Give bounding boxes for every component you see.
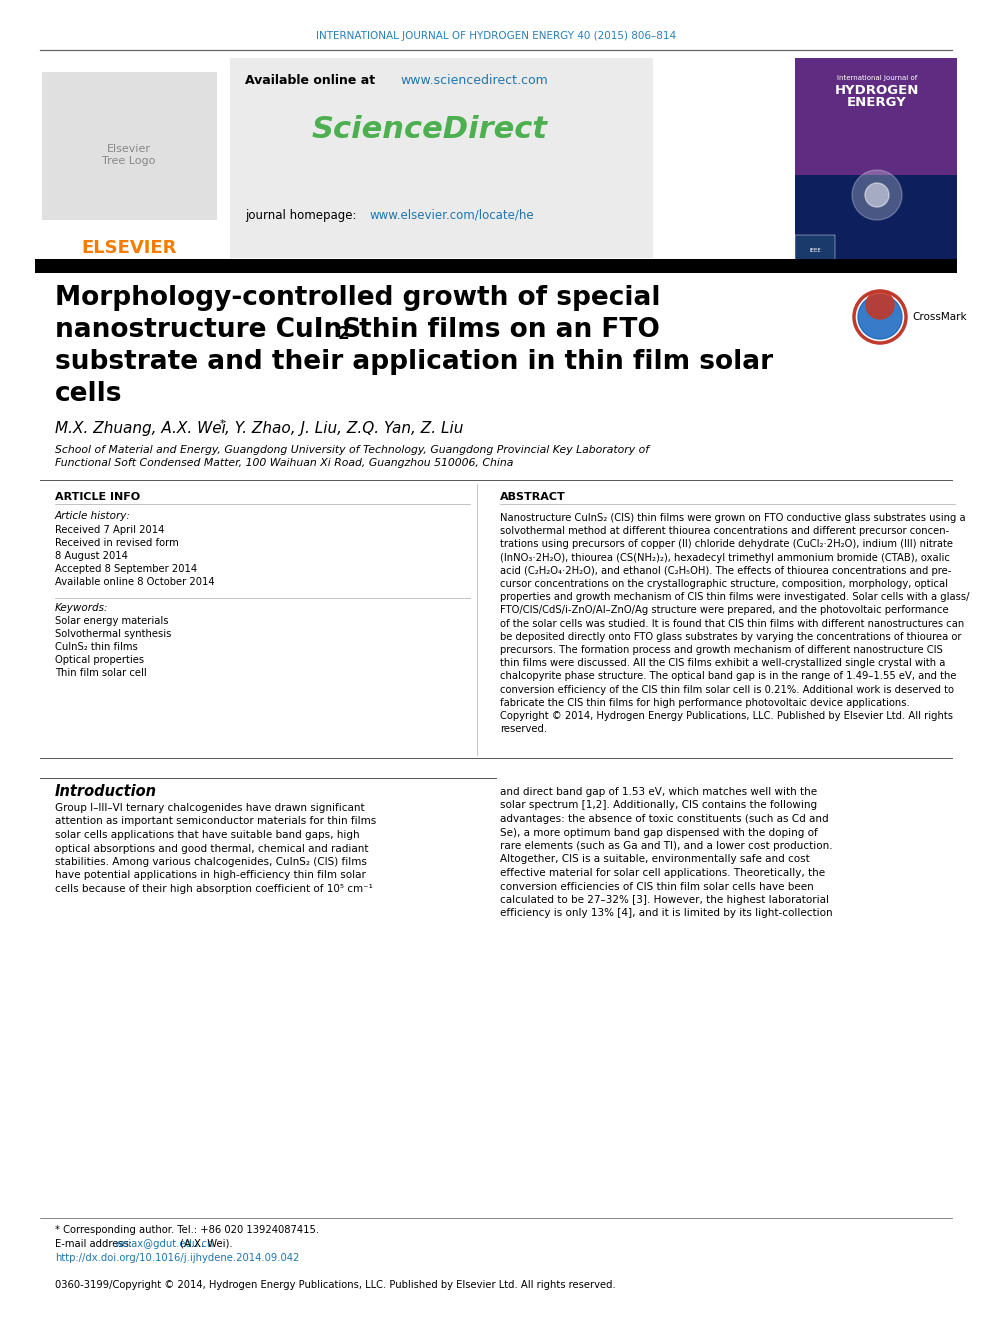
Text: Optical properties: Optical properties	[55, 655, 144, 665]
Bar	[35, 58, 230, 258]
Text: solvothermal method at different thiourea concentrations and different precursor: solvothermal method at different thioure…	[500, 527, 949, 536]
Text: Se), a more optimum band gap dispensed with the doping of: Se), a more optimum band gap dispensed w…	[500, 827, 817, 837]
Circle shape	[866, 291, 894, 319]
Text: CuInS₂ thin films: CuInS₂ thin films	[55, 642, 138, 652]
Text: CrossMark: CrossMark	[912, 312, 966, 321]
Text: solar cells applications that have suitable band gaps, high: solar cells applications that have suita…	[55, 830, 360, 840]
Text: cells because of their high absorption coefficient of 10⁵ cm⁻¹: cells because of their high absorption c…	[55, 884, 373, 894]
Text: conversion efficiencies of CIS thin film solar cells have been: conversion efficiencies of CIS thin film…	[500, 881, 813, 892]
Text: Copyright © 2014, Hydrogen Energy Publications, LLC. Published by Elsevier Ltd. : Copyright © 2014, Hydrogen Energy Public…	[500, 710, 953, 721]
Text: ABSTRACT: ABSTRACT	[500, 492, 565, 501]
Text: Article history:: Article history:	[55, 511, 131, 521]
Text: (InNO₃·2H₂O), thiourea (CS(NH₂)₂), hexadecyl trimethyl ammonium bromide (CTAB), : (InNO₃·2H₂O), thiourea (CS(NH₂)₂), hexad…	[500, 553, 950, 562]
Text: reserved.: reserved.	[500, 724, 548, 734]
Text: Altogether, CIS is a suitable, environmentally safe and cost: Altogether, CIS is a suitable, environme…	[500, 855, 809, 864]
Text: M.X. Zhuang, A.X. Wei: M.X. Zhuang, A.X. Wei	[55, 421, 226, 435]
Text: Group I–III–VI ternary chalcogenides have drawn significant: Group I–III–VI ternary chalcogenides hav…	[55, 803, 365, 814]
Text: of the solar cells was studied. It is found that CIS thin films with different n: of the solar cells was studied. It is fo…	[500, 619, 964, 628]
Text: Received in revised form: Received in revised form	[55, 538, 179, 548]
Bar	[35, 259, 957, 273]
Text: Morphology-controlled growth of special: Morphology-controlled growth of special	[55, 284, 661, 311]
Text: trations using precursors of copper (II) chloride dehydrate (CuCl₂·2H₂O), indium: trations using precursors of copper (II)…	[500, 540, 953, 549]
Text: Introduction: Introduction	[55, 785, 157, 799]
Text: International Journal of: International Journal of	[837, 75, 918, 81]
Text: journal homepage:: journal homepage:	[245, 209, 360, 221]
Text: substrate and their application in thin film solar: substrate and their application in thin …	[55, 349, 773, 374]
Text: 0360-3199/Copyright © 2014, Hydrogen Energy Publications, LLC. Published by Else: 0360-3199/Copyright © 2014, Hydrogen Ene…	[55, 1279, 616, 1290]
Text: School of Material and Energy, Guangdong University of Technology, Guangdong Pro: School of Material and Energy, Guangdong…	[55, 445, 649, 455]
Text: (A.X. Wei).: (A.X. Wei).	[178, 1240, 233, 1249]
Text: ScienceDirect: ScienceDirect	[312, 115, 548, 144]
Text: thin films were discussed. All the CIS films exhibit a well-crystallized single : thin films were discussed. All the CIS f…	[500, 659, 945, 668]
Text: 8 August 2014: 8 August 2014	[55, 550, 128, 561]
Text: Functional Soft Condensed Matter, 100 Waihuan Xi Road, Guangzhou 510006, China: Functional Soft Condensed Matter, 100 Wa…	[55, 458, 514, 468]
Text: Solvothermal synthesis: Solvothermal synthesis	[55, 628, 172, 639]
Text: weiax@gdut.edu.cn: weiax@gdut.edu.cn	[114, 1240, 213, 1249]
Bar	[795, 58, 957, 261]
Text: http://dx.doi.org/10.1016/j.ijhydene.2014.09.042: http://dx.doi.org/10.1016/j.ijhydene.201…	[55, 1253, 300, 1263]
Text: solar spectrum [1,2]. Additionally, CIS contains the following: solar spectrum [1,2]. Additionally, CIS …	[500, 800, 817, 811]
Circle shape	[865, 183, 889, 206]
Text: optical absorptions and good thermal, chemical and radiant: optical absorptions and good thermal, ch…	[55, 844, 368, 853]
Text: calculated to be 27–32% [3]. However, the highest laboratorial: calculated to be 27–32% [3]. However, th…	[500, 894, 829, 905]
Text: 2: 2	[338, 325, 349, 343]
Circle shape	[858, 295, 902, 339]
Bar	[795, 175, 957, 261]
Text: nanostructure CuInS: nanostructure CuInS	[55, 318, 361, 343]
Text: E-mail address:: E-mail address:	[55, 1240, 135, 1249]
Text: Nanostructure CuInS₂ (CIS) thin films were grown on FTO conductive glass substra: Nanostructure CuInS₂ (CIS) thin films we…	[500, 513, 965, 523]
Text: cursor concentrations on the crystallographic structure, composition, morphology: cursor concentrations on the crystallogr…	[500, 579, 948, 589]
Bar	[35, 58, 653, 258]
Text: advantages: the absence of toxic constituents (such as Cd and: advantages: the absence of toxic constit…	[500, 814, 828, 824]
Text: have potential applications in high-efficiency thin film solar: have potential applications in high-effi…	[55, 871, 366, 881]
Text: efficiency is only 13% [4], and it is limited by its light-collection: efficiency is only 13% [4], and it is li…	[500, 909, 832, 918]
Text: , Y. Zhao, J. Liu, Z.Q. Yan, Z. Liu: , Y. Zhao, J. Liu, Z.Q. Yan, Z. Liu	[225, 421, 463, 435]
Text: ARTICLE INFO: ARTICLE INFO	[55, 492, 140, 501]
Text: Available online at: Available online at	[245, 74, 380, 86]
Text: HYDROGEN: HYDROGEN	[835, 83, 920, 97]
Text: conversion efficiency of the CIS thin film solar cell is 0.21%. Additional work : conversion efficiency of the CIS thin fi…	[500, 684, 954, 695]
Text: *: *	[220, 419, 225, 429]
Text: stabilities. Among various chalcogenides, CuInS₂ (CIS) films: stabilities. Among various chalcogenides…	[55, 857, 367, 867]
Text: ENERGY: ENERGY	[847, 97, 907, 110]
Text: Received 7 April 2014: Received 7 April 2014	[55, 525, 165, 534]
Text: Keywords:: Keywords:	[55, 603, 108, 613]
Text: chalcopyrite phase structure. The optical band gap is in the range of 1.49–1.55 : chalcopyrite phase structure. The optica…	[500, 671, 956, 681]
Text: acid (C₂H₂O₄·2H₂O), and ethanol (C₂H₅OH). The effects of thiourea concentrations: acid (C₂H₂O₄·2H₂O), and ethanol (C₂H₅OH)…	[500, 566, 951, 576]
Text: effective material for solar cell applications. Theoretically, the: effective material for solar cell applic…	[500, 868, 825, 878]
Text: INTERNATIONAL JOURNAL OF HYDROGEN ENERGY 40 (2015) 806–814: INTERNATIONAL JOURNAL OF HYDROGEN ENERGY…	[315, 30, 677, 41]
Text: Available online 8 October 2014: Available online 8 October 2014	[55, 577, 214, 587]
Text: Thin film solar cell: Thin film solar cell	[55, 668, 147, 677]
Circle shape	[852, 169, 902, 220]
Text: Solar energy materials: Solar energy materials	[55, 617, 169, 626]
Text: Elsevier
Tree Logo: Elsevier Tree Logo	[102, 144, 156, 165]
Text: rare elements (such as Ga and Tl), and a lower cost production.: rare elements (such as Ga and Tl), and a…	[500, 841, 832, 851]
Text: www.sciencedirect.com: www.sciencedirect.com	[400, 74, 548, 86]
Text: fabricate the CIS thin films for high performance photovoltaic device applicatio: fabricate the CIS thin films for high pe…	[500, 697, 910, 708]
Text: IEEE: IEEE	[809, 247, 820, 253]
Text: properties and growth mechanism of CIS thin films were investigated. Solar cells: properties and growth mechanism of CIS t…	[500, 593, 969, 602]
Text: ELSEVIER: ELSEVIER	[81, 239, 177, 257]
Text: * Corresponding author. Tel.: +86 020 13924087415.: * Corresponding author. Tel.: +86 020 13…	[55, 1225, 319, 1234]
Text: www.elsevier.com/locate/he: www.elsevier.com/locate/he	[370, 209, 535, 221]
Bar	[795, 235, 835, 261]
Text: precursors. The formation process and growth mechanism of different nanostructur: precursors. The formation process and gr…	[500, 646, 942, 655]
Text: cells: cells	[55, 381, 122, 407]
Text: Accepted 8 September 2014: Accepted 8 September 2014	[55, 564, 197, 574]
Text: be deposited directly onto FTO glass substrates by varying the concentrations of: be deposited directly onto FTO glass sub…	[500, 632, 961, 642]
Text: thin films on an FTO: thin films on an FTO	[350, 318, 660, 343]
Text: attention as important semiconductor materials for thin films: attention as important semiconductor mat…	[55, 816, 376, 827]
Bar	[42, 71, 217, 220]
Text: and direct band gap of 1.53 eV, which matches well with the: and direct band gap of 1.53 eV, which ma…	[500, 787, 817, 796]
Text: FTO/CIS/CdS/i-ZnO/Al–ZnO/Ag structure were prepared, and the photovoltaic perfor: FTO/CIS/CdS/i-ZnO/Al–ZnO/Ag structure we…	[500, 606, 948, 615]
Bar	[795, 58, 957, 175]
